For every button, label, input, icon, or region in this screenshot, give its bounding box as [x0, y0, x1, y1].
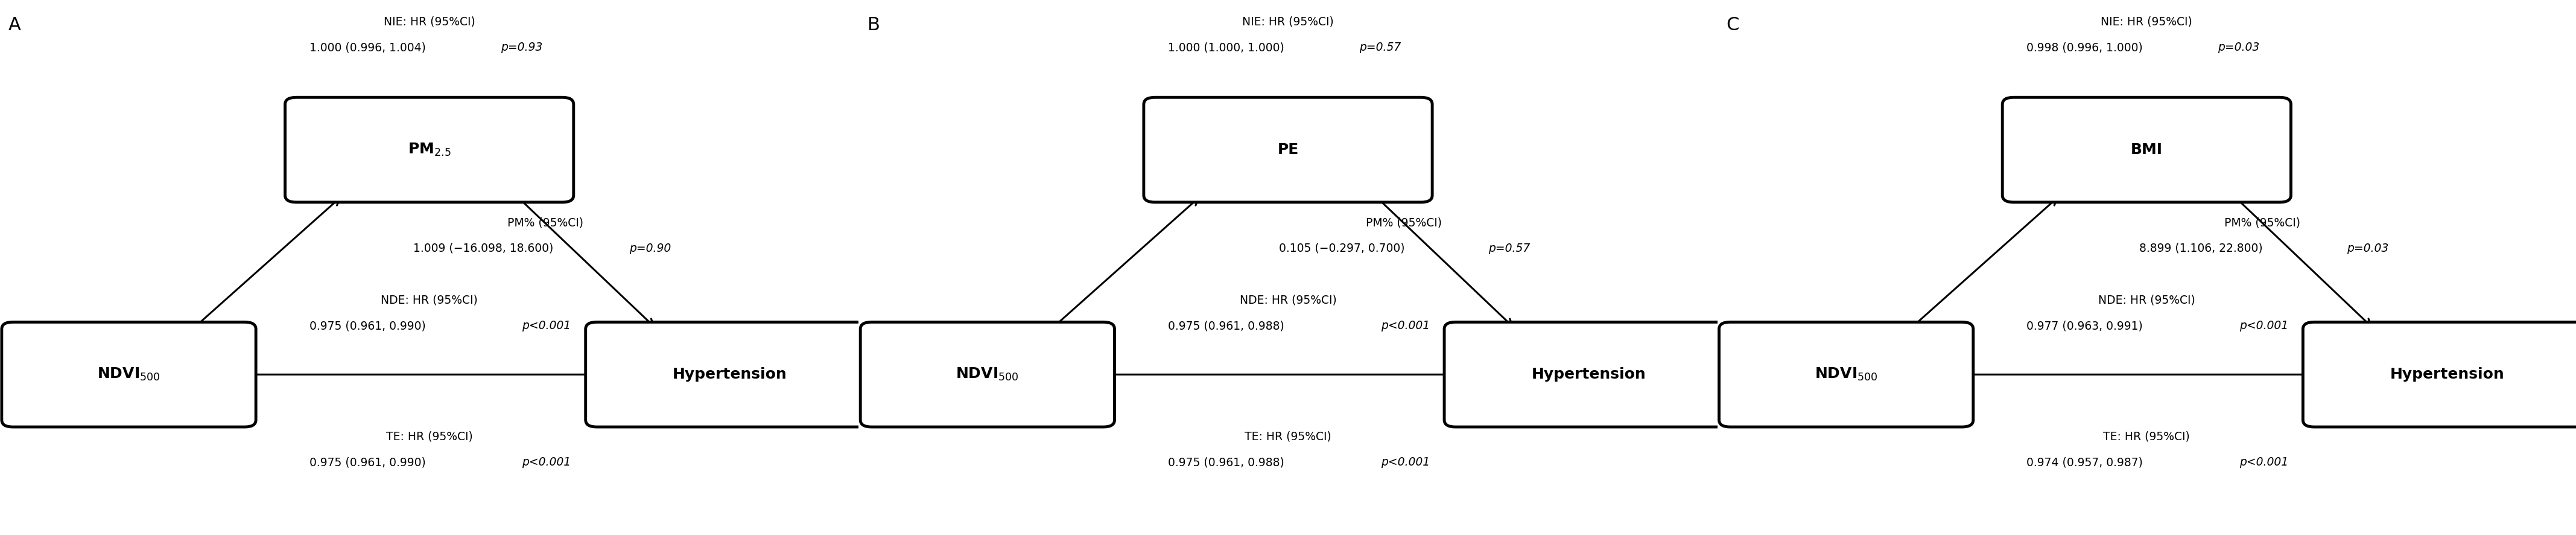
Text: p<0.001: p<0.001 [2239, 456, 2287, 468]
FancyBboxPatch shape [585, 322, 873, 427]
Text: NDVI$_{500}$: NDVI$_{500}$ [98, 366, 160, 383]
Text: 0.998 (0.996, 1.000): 0.998 (0.996, 1.000) [2027, 42, 2146, 54]
Text: p=0.03: p=0.03 [2218, 42, 2259, 54]
Text: NDVI$_{500}$: NDVI$_{500}$ [1814, 366, 1878, 383]
Text: NIE: HR (95%CI): NIE: HR (95%CI) [1242, 16, 1334, 28]
Text: NDE: HR (95%CI): NDE: HR (95%CI) [2099, 294, 2195, 306]
Text: B: B [868, 16, 881, 34]
Text: 1.009 (−16.098, 18.600): 1.009 (−16.098, 18.600) [412, 242, 556, 254]
Text: 8.899 (1.106, 22.800): 8.899 (1.106, 22.800) [2138, 242, 2267, 254]
Text: NDE: HR (95%CI): NDE: HR (95%CI) [1239, 294, 1337, 306]
FancyBboxPatch shape [286, 97, 574, 202]
Text: Hypertension: Hypertension [672, 367, 788, 382]
Text: NIE: HR (95%CI): NIE: HR (95%CI) [384, 16, 474, 28]
Text: PM% (95%CI): PM% (95%CI) [1365, 217, 1443, 228]
Text: PE: PE [1278, 142, 1298, 157]
Text: Hypertension: Hypertension [1530, 367, 1646, 382]
Text: BMI: BMI [2130, 142, 2164, 157]
Text: p=0.57: p=0.57 [1489, 242, 1530, 254]
Text: p=0.57: p=0.57 [1360, 42, 1401, 54]
Text: 0.974 (0.957, 0.987): 0.974 (0.957, 0.987) [2027, 456, 2146, 468]
Text: 0.975 (0.961, 0.990): 0.975 (0.961, 0.990) [309, 456, 430, 468]
Text: 0.975 (0.961, 0.990): 0.975 (0.961, 0.990) [309, 320, 430, 332]
FancyBboxPatch shape [1718, 322, 1973, 427]
Text: p<0.001: p<0.001 [1381, 456, 1430, 468]
Text: C: C [1726, 16, 1739, 34]
Text: p<0.001: p<0.001 [523, 456, 572, 468]
Text: p<0.001: p<0.001 [2239, 320, 2287, 332]
Text: TE: HR (95%CI): TE: HR (95%CI) [2105, 431, 2190, 442]
FancyBboxPatch shape [3, 322, 255, 427]
Text: TE: HR (95%CI): TE: HR (95%CI) [1244, 431, 1332, 442]
Text: NDE: HR (95%CI): NDE: HR (95%CI) [381, 294, 477, 306]
Text: 0.975 (0.961, 0.988): 0.975 (0.961, 0.988) [1167, 456, 1288, 468]
Text: p<0.001: p<0.001 [1381, 320, 1430, 332]
Text: PM$_{2.5}$: PM$_{2.5}$ [407, 142, 451, 158]
Text: p<0.001: p<0.001 [523, 320, 572, 332]
Text: 1.000 (0.996, 1.004): 1.000 (0.996, 1.004) [309, 42, 430, 54]
Text: NDVI$_{500}$: NDVI$_{500}$ [956, 366, 1020, 383]
FancyBboxPatch shape [2002, 97, 2290, 202]
Text: p=0.03: p=0.03 [2347, 242, 2388, 254]
FancyBboxPatch shape [860, 322, 1115, 427]
Text: 0.975 (0.961, 0.988): 0.975 (0.961, 0.988) [1167, 320, 1288, 332]
Text: p=0.90: p=0.90 [629, 242, 672, 254]
Text: PM% (95%CI): PM% (95%CI) [507, 217, 582, 228]
Text: PM% (95%CI): PM% (95%CI) [2226, 217, 2300, 228]
Text: TE: HR (95%CI): TE: HR (95%CI) [386, 431, 471, 442]
FancyBboxPatch shape [1445, 322, 1734, 427]
Text: p=0.93: p=0.93 [500, 42, 544, 54]
Text: Hypertension: Hypertension [2391, 367, 2504, 382]
Text: 0.977 (0.963, 0.991): 0.977 (0.963, 0.991) [2027, 320, 2146, 332]
Text: 1.000 (1.000, 1.000): 1.000 (1.000, 1.000) [1167, 42, 1288, 54]
FancyBboxPatch shape [1144, 97, 1432, 202]
Text: NIE: HR (95%CI): NIE: HR (95%CI) [2102, 16, 2192, 28]
Text: 0.105 (−0.297, 0.700): 0.105 (−0.297, 0.700) [1280, 242, 1409, 254]
Text: A: A [8, 16, 21, 34]
FancyBboxPatch shape [2303, 322, 2576, 427]
